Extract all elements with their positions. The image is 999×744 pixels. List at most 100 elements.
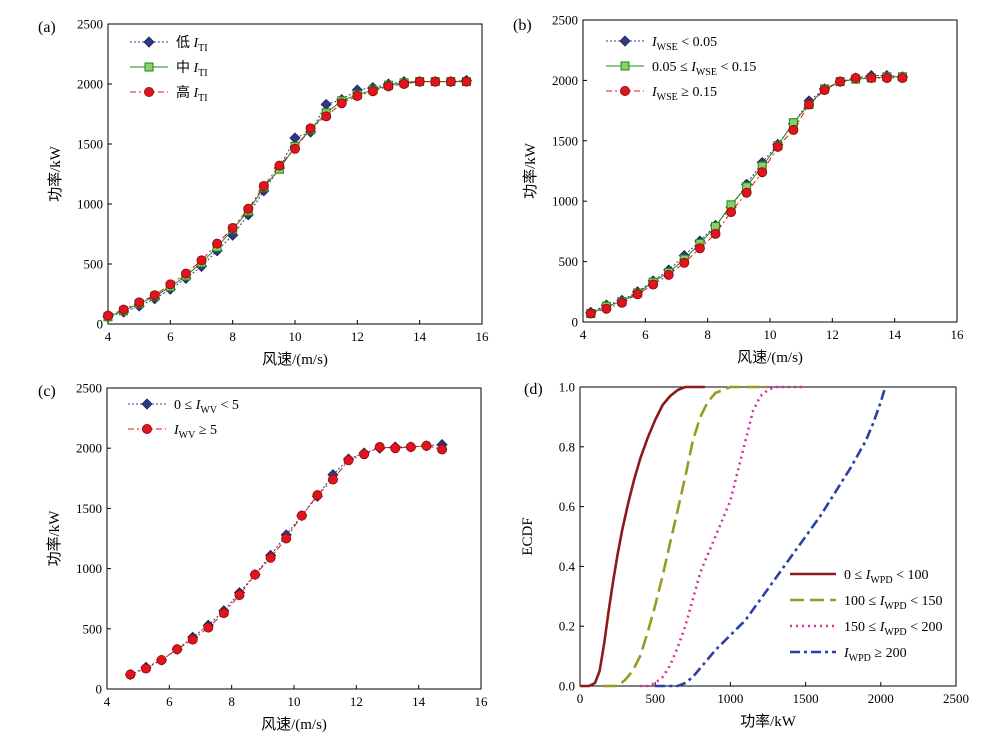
legend-label: 150 ≤ IWPD < 200 (844, 620, 943, 638)
series-point (305, 123, 316, 134)
y-tick-label: 0.2 (559, 619, 575, 634)
x-axis-label: 风速/(m/s) (262, 351, 328, 368)
series-point (616, 297, 627, 308)
series-point (421, 440, 432, 451)
x-tick-label: 10 (764, 327, 777, 342)
series-point (619, 35, 631, 47)
plot-frame (107, 23, 483, 325)
series-point (399, 79, 410, 90)
legend-label: 高 ITI (176, 84, 208, 104)
series-point (196, 255, 207, 266)
y-tick-label: 1000 (552, 194, 578, 209)
y-tick-label: 1000 (77, 197, 103, 212)
x-tick-label: 0 (577, 691, 584, 706)
y-tick-label: 2000 (77, 77, 103, 92)
y-tick-label: 1500 (76, 501, 102, 516)
y-tick-label: 0 (96, 682, 103, 697)
chart-panel-c: 4 6 8 10 12 14 16 0 500 1000 1500 2000 2500 风速/(m/s) 功… (38, 381, 488, 734)
series-point (772, 141, 783, 152)
legend-entry: 100 ≤ IWPD < 150 (790, 594, 943, 612)
series-point (648, 279, 659, 290)
x-tick-label: 10 (288, 694, 301, 709)
chart-panel-b: 4 6 8 10 12 14 16 0 500 1000 1500 2000 2500 风速/(m/s) 功… (513, 13, 964, 367)
legend-label: IWSE ≥ 0.15 (651, 85, 717, 103)
series-point (320, 98, 332, 110)
legend-label: IWV ≥ 5 (173, 423, 217, 441)
series-point (203, 622, 214, 633)
y-tick-label: 0.4 (559, 559, 576, 574)
series-point (296, 510, 307, 521)
series-point (265, 552, 276, 563)
series-line (130, 444, 443, 676)
series-point (243, 203, 254, 214)
x-tick-label: 1000 (717, 691, 743, 706)
series-point (289, 132, 301, 144)
series-point (258, 180, 269, 191)
series-point (414, 76, 425, 87)
legend-entry: 低 ITI (130, 35, 208, 54)
panel-label: (a) (38, 19, 56, 36)
series-point (141, 398, 153, 410)
series (655, 386, 887, 688)
series-point (180, 268, 191, 279)
series-point (803, 99, 814, 110)
series-point (141, 423, 152, 434)
chart-panel-d: 0 500 1000 1500 2000 2500 0.0 0.2 0.4 0.6 0.8 1.0 功率… (520, 380, 969, 731)
series-point (383, 81, 394, 92)
y-tick-label: 500 (83, 621, 103, 636)
series-point (445, 76, 456, 87)
legend-entry: 高 ITI (130, 84, 208, 104)
y-tick-label: 0.6 (559, 499, 576, 514)
legend-label: 0 ≤ IWPD < 100 (844, 568, 929, 586)
series-point (134, 297, 145, 308)
series-point (125, 669, 136, 680)
plot-frame (106, 387, 482, 690)
series-point (250, 569, 261, 580)
y-tick-label: 1.0 (559, 380, 575, 395)
legend-entry: 0 ≤ IWV < 5 (128, 398, 239, 416)
x-axis-label: 风速/(m/s) (261, 716, 327, 733)
x-tick-label: 14 (412, 694, 426, 709)
panel-label: (c) (38, 383, 56, 400)
series-point (327, 474, 338, 485)
x-tick-label: 16 (951, 327, 965, 342)
series-point (819, 85, 830, 96)
series-point (367, 86, 378, 97)
series-point (390, 443, 401, 454)
series-point (710, 228, 721, 239)
series-point (165, 279, 176, 290)
series (585, 72, 908, 319)
y-tick-label: 2500 (76, 381, 102, 396)
x-tick-label: 8 (228, 694, 235, 709)
series-point (850, 72, 861, 83)
series-line (602, 385, 768, 688)
x-tick-label: 4 (104, 694, 111, 709)
legend-label: 0.05 ≤ IWSE < 0.15 (652, 60, 756, 78)
series-point (103, 310, 114, 321)
series-point (352, 91, 363, 102)
y-tick-label: 500 (559, 254, 579, 269)
series-point (143, 87, 154, 98)
y-tick-label: 0 (97, 317, 104, 332)
y-tick-label: 0.8 (559, 439, 575, 454)
series-point (430, 76, 441, 87)
series (125, 440, 448, 680)
x-axis-label: 风速/(m/s) (737, 349, 803, 366)
x-tick-label: 6 (166, 694, 173, 709)
x-tick-label: 12 (350, 694, 363, 709)
series-point (274, 160, 285, 171)
series-point (321, 111, 332, 122)
series (640, 385, 806, 688)
x-axis-label: 功率/kW (740, 713, 797, 730)
legend-label: IWSE < 0.05 (651, 35, 717, 53)
x-tick-label: 14 (888, 327, 902, 342)
legend-entry: 150 ≤ IWPD < 200 (790, 620, 943, 638)
legend-label: 0 ≤ IWV < 5 (174, 398, 239, 416)
series-point (187, 634, 198, 645)
series-point (144, 62, 154, 72)
series-point (461, 76, 472, 87)
legend-entry: IWSE < 0.05 (606, 35, 717, 53)
plot-frame (579, 386, 957, 687)
x-tick-label: 4 (105, 329, 112, 344)
